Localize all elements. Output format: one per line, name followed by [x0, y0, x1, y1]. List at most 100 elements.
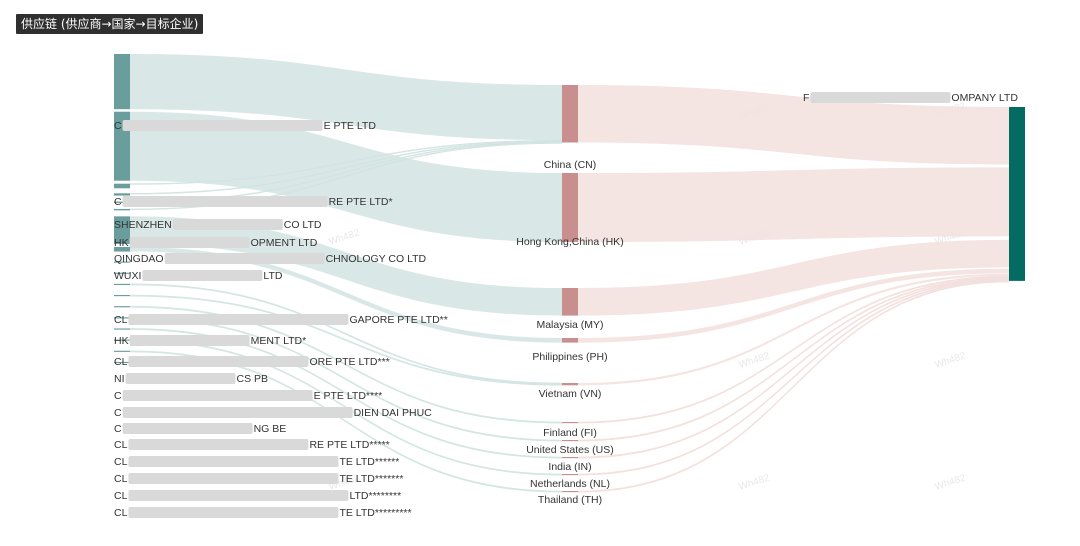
- country-label-FI: Finland (FI): [543, 427, 597, 439]
- node-MY[interactable]: [562, 288, 578, 316]
- node-s16[interactable]: [114, 339, 130, 341]
- flow-link-TH-T[interactable]: [577, 280, 1010, 493]
- node-label-s10: NI CS PBNI██████████CS PB: [114, 373, 268, 385]
- flow-link-PH-T[interactable]: [578, 268, 1009, 343]
- node-label-suffix: RE PTE LTD*****: [309, 439, 389, 451]
- node-s18[interactable]: [114, 361, 130, 364]
- node-label-prefix: F: [803, 92, 809, 104]
- node-s13[interactable]: [114, 306, 130, 308]
- node-label-s17: CL LTD********CL███████████████████LTD***…: [114, 490, 401, 502]
- node-s10[interactable]: [114, 272, 130, 274]
- node-label-suffix: E PTE LTD: [324, 120, 377, 132]
- country-label-PH: Philippines (PH): [532, 351, 607, 363]
- country-label-HK: Hong Kong,China (HK): [516, 236, 623, 248]
- node-label-prefix: HK: [114, 237, 129, 249]
- node-label-suffix: TE LTD******: [339, 456, 399, 468]
- node-label-s16: CL TE LTD*******CL███████████████████TE L…: [114, 473, 403, 485]
- node-s6[interactable]: [114, 208, 130, 211]
- node-label-prefix: QINGDAO: [114, 253, 164, 265]
- redacted-text-block: [128, 473, 339, 484]
- watermark-text: Wh482: [328, 227, 362, 247]
- node-label-prefix: SHENZHEN: [114, 219, 172, 231]
- country-label-IN: India (IN): [548, 461, 591, 473]
- node-label-s3: SHENZHEN CO LTDSHENZHEN ██████████ CO LT…: [114, 219, 322, 231]
- country-label-US: United States (US): [526, 444, 614, 456]
- node-label-suffix: TE LTD*********: [339, 507, 411, 519]
- node-s9[interactable]: [114, 261, 130, 263]
- node-label-suffix: TE LTD*******: [339, 473, 403, 485]
- watermark-text: Wh482: [934, 472, 968, 492]
- node-CN[interactable]: [562, 85, 578, 143]
- node-T[interactable]: [1009, 107, 1025, 281]
- node-label-s9: CL ORE PTE LTD***CL█████████████████ORE P…: [114, 356, 390, 368]
- node-label-suffix: LTD: [263, 270, 282, 282]
- node-label-prefix: CL: [114, 490, 128, 502]
- node-label-suffix: CS PB: [237, 373, 269, 385]
- node-s11[interactable]: [114, 283, 130, 286]
- node-HK[interactable]: [562, 173, 578, 242]
- node-label-prefix: WUXI: [114, 270, 141, 282]
- node-label-prefix: HK: [114, 335, 129, 347]
- redacted-text-block: [122, 120, 323, 131]
- country-label-CN: China (CN): [544, 159, 597, 171]
- node-label-suffix: NG BE: [254, 423, 287, 435]
- flow-link-s17-TH[interactable]: [129, 350, 563, 493]
- node-PH[interactable]: [562, 338, 578, 343]
- node-s14[interactable]: [114, 317, 130, 319]
- redacted-text-block: [172, 219, 283, 230]
- node-label-prefix: CL: [114, 507, 128, 519]
- redacted-text-block: [128, 439, 309, 450]
- country-label-MY: Malaysia (MY): [536, 319, 603, 331]
- node-s3[interactable]: [114, 183, 130, 189]
- node-s17[interactable]: [114, 350, 130, 352]
- flow-link-CN-T[interactable]: [578, 85, 1009, 165]
- flow-link-HK-T[interactable]: [578, 167, 1009, 242]
- country-label-NL: Netherlands (NL): [530, 478, 610, 490]
- redacted-text-block: [142, 270, 263, 281]
- node-label-s2: C RE PTE LTD*C█████████████████████RE PTE…: [114, 196, 393, 208]
- node-VN[interactable]: [562, 383, 578, 386]
- node-label-suffix: MENT LTD*: [251, 335, 307, 347]
- node-s7[interactable]: [114, 216, 130, 244]
- node-US[interactable]: [562, 440, 578, 442]
- node-IN[interactable]: [562, 457, 578, 459]
- node-s1[interactable]: [114, 54, 130, 110]
- node-label-s7: CL GAPORE PTE LTD**CL██████████████████GA…: [114, 314, 448, 326]
- node-label-suffix: RE PTE LTD*: [329, 196, 393, 208]
- redacted-text-block: [810, 92, 951, 103]
- node-label-prefix: CL: [114, 314, 128, 326]
- node-label-s8: HK MENT LTD*HK█████████████MENT LTD*: [114, 335, 306, 347]
- watermark-text: Wh482: [934, 350, 968, 370]
- flow-link-MY-T[interactable]: [578, 239, 1009, 316]
- redacted-text-block: [164, 253, 325, 264]
- node-label-suffix: ORE PTE LTD***: [309, 356, 389, 368]
- node-s15[interactable]: [114, 328, 130, 330]
- node-TH[interactable]: [562, 491, 578, 493]
- node-FI[interactable]: [562, 422, 578, 424]
- node-label-prefix: C: [114, 390, 122, 402]
- node-label-prefix: C: [114, 407, 122, 419]
- node-label-prefix: C: [114, 120, 122, 132]
- node-label-s13: C NG BEC███████████████NG BE: [114, 423, 286, 435]
- redacted-text-block: [122, 196, 328, 207]
- redacted-text-block: [128, 356, 309, 367]
- node-s4[interactable]: [114, 193, 130, 196]
- node-label-s18: CL TE LTD*********CL██████████████████TE …: [114, 507, 412, 519]
- node-label-suffix: LTD********: [349, 490, 401, 502]
- node-label-s15: CL TE LTD******CL██████████████████TE LTD…: [114, 456, 399, 468]
- redacted-text-block: [129, 237, 250, 248]
- chart-title: 供应链 (供应商→国家→目标企业): [16, 14, 204, 34]
- flow-link-VN-T[interactable]: [578, 273, 1009, 386]
- flow-link-s1-CN[interactable]: [130, 54, 562, 141]
- node-s8[interactable]: [114, 246, 130, 252]
- node-s12[interactable]: [114, 295, 130, 297]
- node-s5[interactable]: [114, 201, 130, 203]
- flow-link-s8-PH[interactable]: [130, 246, 562, 343]
- node-label-prefix: C: [114, 196, 122, 208]
- node-NL[interactable]: [562, 474, 578, 476]
